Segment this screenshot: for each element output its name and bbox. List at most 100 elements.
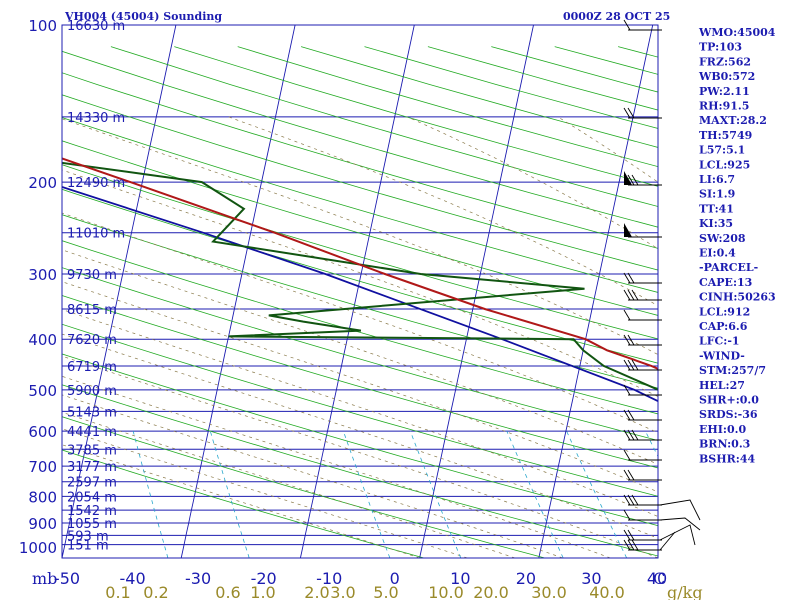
pressure-tick-label: 1000 <box>19 539 57 557</box>
wind-barb-feather <box>623 309 631 321</box>
chart-title: VH004 (45004) Sounding <box>64 10 222 23</box>
wind-barb-feather <box>627 494 635 506</box>
index-value: BRN:0.3 <box>699 438 750 451</box>
isotherm-line <box>62 25 177 558</box>
mixing-ratio-unit-label: g/kg <box>667 583 703 600</box>
wind-barb-feather <box>627 529 635 541</box>
wind-barb-feather <box>631 289 639 301</box>
plot-frame <box>61 24 659 559</box>
height-label: 3177 m <box>67 460 117 475</box>
dry-adiabat-line <box>62 384 658 557</box>
profile-layer <box>62 157 658 403</box>
temperature-tick-label: 30 <box>581 569 601 588</box>
wind-barb <box>623 469 662 481</box>
height-label: 6719 m <box>67 360 117 375</box>
wind-barb <box>623 409 662 421</box>
dry-adiabat-line <box>62 72 658 249</box>
index-value: WMO:45004 <box>698 26 776 39</box>
index-value: LI:6.7 <box>699 173 735 186</box>
isotherm-line <box>538 25 654 558</box>
wind-barb-feather <box>623 107 631 119</box>
height-label: 7620 m <box>67 333 117 348</box>
wind-barb-feather <box>631 174 639 186</box>
temperature-tick-label: -30 <box>185 569 211 588</box>
index-value: STM:257/7 <box>699 364 766 377</box>
wind-barb-surface <box>659 499 701 521</box>
wind-barb-feather <box>623 359 631 371</box>
mixing-ratio-tick-label: 5.0 <box>373 583 398 600</box>
height-label: 593 m <box>67 529 109 544</box>
pressure-tick-label: 700 <box>28 458 57 476</box>
temperature-tick-label: -50 <box>54 569 80 588</box>
pressure-tick-label: 300 <box>28 266 57 284</box>
wind-barb <box>623 19 662 31</box>
wind-barb-feather <box>627 429 635 441</box>
mixing-ratio-line <box>409 430 462 558</box>
pressure-tick-label: 800 <box>28 488 57 506</box>
height-label: 16630 m <box>67 19 125 34</box>
pressure-tick-label: 900 <box>28 515 57 533</box>
temperature-unit-label: C <box>653 569 665 588</box>
height-label: 14330 m <box>67 111 125 126</box>
wind-barb-surface <box>659 517 701 531</box>
wind-barb <box>623 539 662 551</box>
index-value: EHI:0.0 <box>699 423 746 436</box>
wind-barb-feather <box>631 539 639 551</box>
moist-adiabat-line <box>62 281 658 493</box>
wind-barb-feather <box>631 494 639 506</box>
index-value: EI:0.4 <box>699 247 736 260</box>
wind-barb <box>623 384 662 396</box>
wind-barb <box>623 272 662 284</box>
dry-adiabat-line <box>62 240 658 415</box>
wind-barb-feather <box>627 469 635 481</box>
index-value: SW:208 <box>699 232 746 245</box>
index-value: CAPE:13 <box>699 276 752 289</box>
index-value: CINH:50263 <box>699 291 776 304</box>
wind-barb <box>623 223 662 238</box>
index-value: L57:5.1 <box>699 144 745 157</box>
height-label: 3785 m <box>67 443 117 458</box>
dry-adiabat-line <box>62 449 425 558</box>
temperature-tick-label: 20 <box>516 569 536 588</box>
index-value: SRDS:-36 <box>699 408 758 421</box>
dry-adiabat-line <box>62 323 658 497</box>
pressure-tick-label: 600 <box>28 423 57 441</box>
mixing-ratio-tick-label: 2.0 <box>304 583 329 600</box>
wind-barb-feather <box>627 289 635 301</box>
wind-barb-feather <box>623 409 631 421</box>
pressure-tick-label: 500 <box>28 382 57 400</box>
dry-adiabat-line <box>62 164 658 340</box>
temperature-tick-label: 40 <box>647 569 667 588</box>
wind-barb <box>623 449 662 461</box>
mixing-ratio-tick-label: 0.1 <box>105 583 130 600</box>
height-label: 5900 m <box>67 384 117 399</box>
pressure-tick-label: 400 <box>28 331 57 349</box>
pressure-unit-label: mb <box>32 569 57 588</box>
wind-barb <box>623 171 662 186</box>
mixing-ratio-tick-label: 40.0 <box>589 583 625 600</box>
dry-adiabat-line <box>62 267 658 441</box>
wind-barb-feather <box>623 539 631 551</box>
temperature-trace <box>62 157 658 370</box>
moist-adiabat-line <box>62 428 468 558</box>
isotherm-line <box>180 25 296 558</box>
dry-adiabat-line <box>62 94 658 271</box>
height-label: 11010 m <box>67 227 125 242</box>
wind-barb-feather <box>627 107 635 119</box>
wind-barb <box>623 107 662 119</box>
mixing-ratio-line <box>343 430 391 558</box>
wind-barb-feather <box>627 409 635 421</box>
dry-adiabat-line <box>62 214 658 389</box>
wind-barb-feather <box>627 272 635 284</box>
mixing-ratio-tick-label: 3.0 <box>330 583 355 600</box>
index-value: SHR+:0.0 <box>699 394 759 407</box>
height-label: 9730 m <box>67 268 117 283</box>
wind-barb-feather <box>623 19 631 31</box>
wind-barb-pennant <box>624 171 632 185</box>
wind-barb <box>623 359 662 371</box>
temperature-tick-label: -20 <box>251 569 277 588</box>
wind-barb <box>623 289 662 301</box>
index-value: -PARCEL- <box>699 261 758 274</box>
